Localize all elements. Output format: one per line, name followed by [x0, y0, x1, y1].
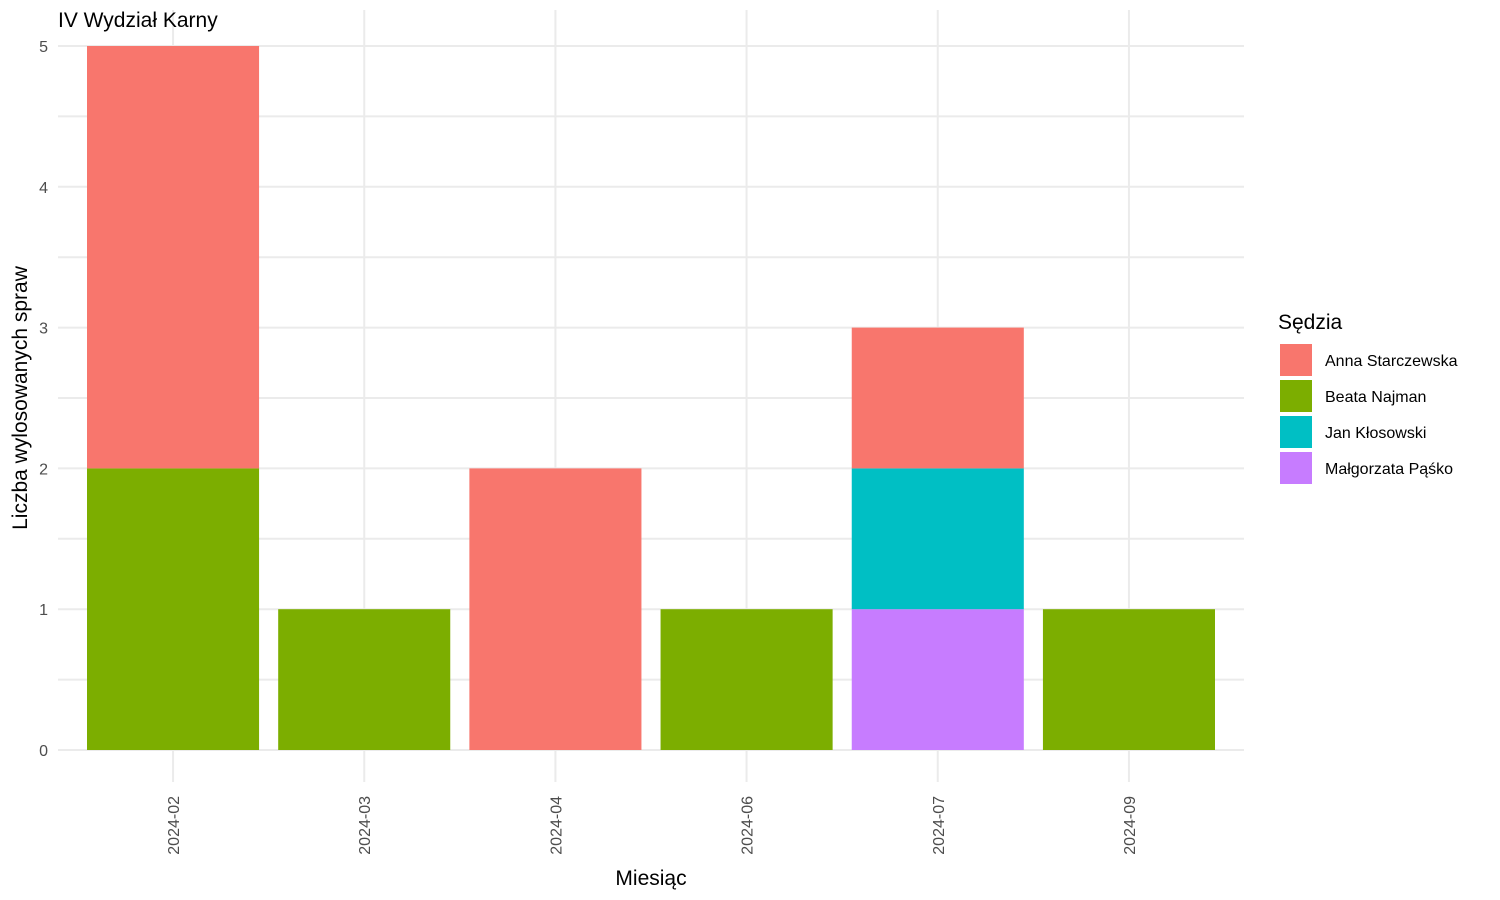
y-axis-title: Liczba wylosowanych spraw	[9, 265, 32, 530]
legend-swatch	[1280, 380, 1312, 412]
bar-2024-07-anna-starczewska	[851, 327, 1024, 469]
x-tick-label: 2024-09	[1122, 796, 1139, 855]
y-tick-label: 5	[39, 39, 48, 56]
y-tick-label: 3	[39, 321, 48, 338]
bar-2024-03-beata-najman	[278, 609, 451, 750]
y-tick-label: 4	[39, 180, 48, 197]
bar-2024-07-małgorzata-pąśko	[851, 609, 1024, 750]
legend-label: Małgorzata Pąśko	[1325, 461, 1453, 478]
y-tick-label: 2	[39, 461, 48, 478]
x-tick-label: 2024-03	[357, 796, 374, 855]
x-tick-label: 2024-04	[548, 796, 565, 855]
bars-layer	[87, 46, 1215, 750]
legend-swatch	[1280, 452, 1312, 484]
x-tick-label: 2024-07	[931, 796, 948, 855]
legend-title: Sędzia	[1278, 311, 1343, 334]
bar-2024-09-beata-najman	[1042, 609, 1215, 750]
x-tick-label: 2024-06	[740, 796, 757, 855]
legend-label: Anna Starczewska	[1325, 353, 1458, 370]
legend-label: Beata Najman	[1325, 389, 1426, 406]
legend: Sędzia Anna Starczewska Beata Najman Jan K…	[1278, 311, 1458, 484]
bar-2024-02-anna-starczewska	[87, 46, 260, 469]
y-tick-label: 1	[39, 602, 48, 619]
bar-2024-04-anna-starczewska	[469, 468, 642, 750]
legend-label: Jan Kłosowski	[1325, 425, 1426, 442]
legend-items: Anna Starczewska Beata Najman Jan Kłosowsk…	[1280, 344, 1458, 484]
y-tick-labels: 0 1 2 3 4 5	[39, 39, 48, 760]
bar-2024-07-jan-kłosowski	[851, 468, 1024, 610]
bar-2024-02-beata-najman	[87, 468, 260, 750]
legend-swatch	[1280, 344, 1312, 376]
chart-title: IV Wydział Karny	[58, 9, 218, 32]
y-tick-label: 0	[39, 743, 48, 760]
x-axis-title: Miesiąc	[615, 867, 686, 890]
bar-2024-06-beata-najman	[660, 609, 833, 750]
x-tick-label: 2024-02	[166, 796, 183, 855]
x-tick-labels: 2024-02 2024-03 2024-04 2024-06 2024-07 2024-…	[166, 796, 1139, 855]
legend-swatch	[1280, 416, 1312, 448]
